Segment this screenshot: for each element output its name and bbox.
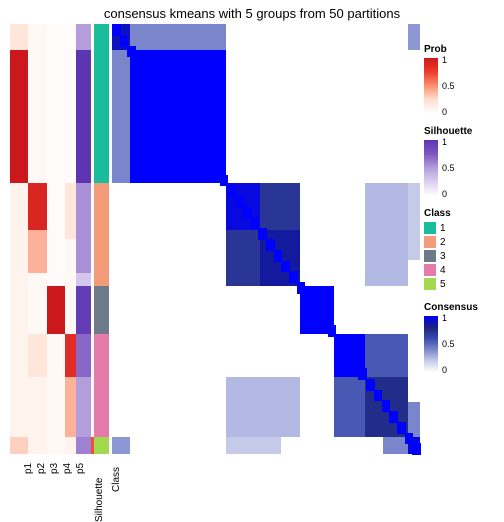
legend-class-item-3: 3 [424,250,498,262]
plot-title: consensus kmeans with 5 groups from 50 p… [0,6,504,21]
column-label-class: Class [111,467,122,492]
legend-consensus: Consensus 10.50 [424,302,498,372]
legends-panel: Prob 10.50 Silhouette 10.50 Class 12345 … [424,44,498,384]
legend-prob: Prob 10.50 [424,44,498,114]
legend-consensus-gradient [424,316,438,372]
legend-silhouette-gradient [424,140,438,196]
prob-col-p2 [28,24,46,454]
consensus-heatmap [112,24,420,454]
class-annotation-column [94,24,109,454]
legend-class-item-2: 2 [424,236,498,248]
column-label-p1: p1 [23,463,34,474]
legend-class-item-1: 1 [424,222,498,234]
legend-class: Class 1 2 3 4 5 [424,208,498,290]
prob-col-p1 [10,24,28,454]
legend-class-title: Class [424,208,498,219]
legend-prob-gradient [424,58,438,114]
legend-class-item-4: 4 [424,264,498,276]
legend-consensus-title: Consensus [424,302,498,313]
silhouette-annotation-column [76,24,91,454]
legend-silhouette-title: Silhouette [424,126,498,137]
legend-silhouette: Silhouette 10.50 [424,126,498,196]
column-label-p3: p3 [49,463,60,474]
column-label-p4: p4 [62,463,73,474]
column-labels: p1p2p3p4p5SilhouetteClass [10,458,110,502]
legend-prob-title: Prob [424,44,498,55]
column-label-p5: p5 [75,463,86,474]
column-label-p2: p2 [36,463,47,474]
prob-col-p3 [47,24,65,454]
legend-class-item-5: 5 [424,278,498,290]
column-label-silhouette: Silhouette [94,478,105,522]
